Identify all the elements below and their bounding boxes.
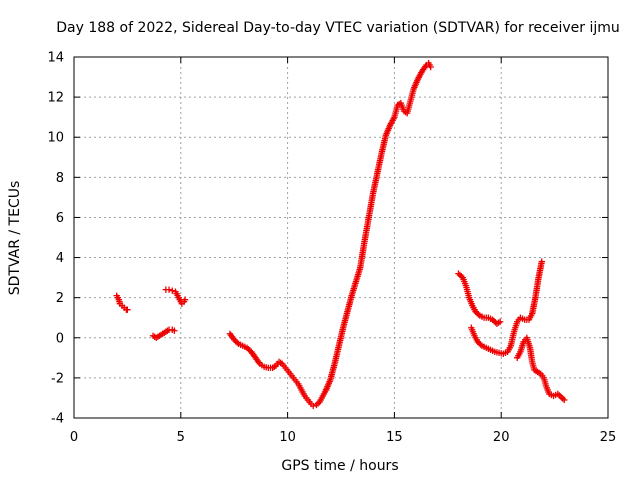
x-tick-label: 20 [493,430,510,445]
y-tick-label: 8 [56,171,64,186]
series-arc-6 [455,270,504,327]
x-tick-label: 10 [279,430,296,445]
data-point [477,341,484,348]
plot-frame [73,56,609,419]
x-tick-label: 15 [386,430,403,445]
data-point [496,318,504,325]
x-tick-labels: 0 5 10 15 20 25 [70,430,616,445]
y-tick-label: 0 [56,331,64,346]
y-axis-label: SDTVAR / TECUs [7,181,23,296]
data-point [165,286,173,293]
y-tick-label: -2 [51,371,64,386]
y-tick-label: 14 [47,51,64,66]
series-arc-1 [113,292,131,313]
series-arc-3 [162,286,189,307]
data-point [561,396,568,404]
y-tick-label: -4 [51,412,64,427]
y-tick-label: 4 [56,251,64,266]
data-point [458,273,465,280]
data-point [169,287,176,294]
series-arc-5 [322,59,434,394]
data-points [113,59,568,410]
data-point [310,402,317,410]
y-tick-label: 10 [47,131,64,146]
x-tick-label: 5 [177,430,185,445]
data-point [171,327,178,334]
data-point [475,311,482,318]
data-point [427,63,434,71]
series-arc-7 [468,258,545,358]
y-tick-label: 6 [56,211,64,226]
data-point [233,339,241,346]
series-arc-2 [149,326,178,341]
data-point [181,296,189,303]
data-point [538,258,545,265]
series-arc-8 [514,334,568,404]
series-arc-4 [226,330,330,410]
chart-title: Day 188 of 2022, Sidereal Day-to-day VTE… [56,20,620,36]
y-tick-labels: -4 -2 0 2 4 6 8 10 12 14 [47,51,64,427]
y-tick-label: 2 [56,291,64,306]
data-point [124,306,131,313]
x-tick-label: 25 [600,430,617,445]
x-tick-label: 0 [70,430,78,445]
y-tick-label: 12 [47,91,64,106]
x-axis-label: GPS time / hours [281,458,398,474]
